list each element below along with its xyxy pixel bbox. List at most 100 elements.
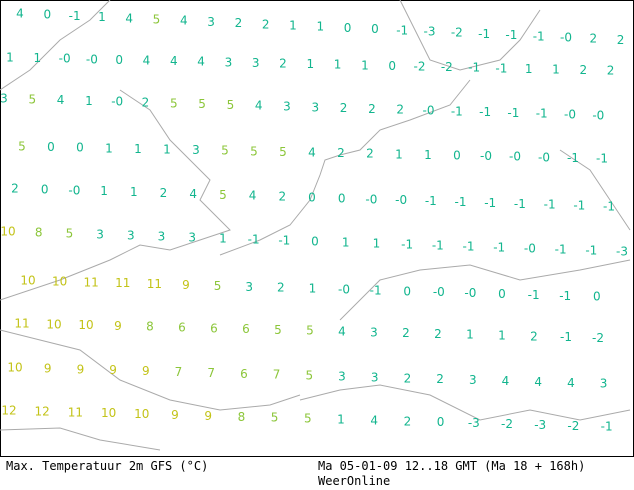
temperature-value: 5 xyxy=(170,96,178,110)
temperature-value: 1 xyxy=(130,185,138,199)
temperature-value: 5 xyxy=(306,324,314,338)
temperature-value: 5 xyxy=(305,369,313,383)
temperature-value: 4 xyxy=(249,189,257,203)
temperature-value: -3 xyxy=(424,25,436,39)
temperature-value: 1 xyxy=(134,142,142,156)
map-frame xyxy=(0,0,634,457)
temperature-value: -1 xyxy=(468,61,480,75)
temperature-value: 9 xyxy=(182,278,190,292)
temperature-value: 9 xyxy=(77,362,85,376)
temperature-value: -1 xyxy=(478,27,490,41)
temperature-value: -1 xyxy=(396,23,408,37)
temperature-value: -1 xyxy=(69,9,81,23)
temperature-value: -0 xyxy=(592,108,604,122)
temperature-value: -1 xyxy=(559,289,571,303)
temperature-value: 0 xyxy=(311,235,319,249)
temperature-value: 2 xyxy=(617,33,625,47)
temperature-value: -2 xyxy=(501,417,513,431)
temperature-value: 11 xyxy=(14,317,29,331)
temperature-value: -1 xyxy=(370,283,382,297)
temperature-value: 1 xyxy=(105,141,113,155)
temperature-value: 4 xyxy=(16,7,24,21)
temperature-value: 1 xyxy=(306,57,314,71)
temperature-value: 3 xyxy=(158,230,166,244)
temperature-value: 9 xyxy=(109,363,117,377)
temperature-value: 2 xyxy=(278,190,286,204)
temperature-value: 4 xyxy=(370,413,378,427)
temperature-value: 8 xyxy=(35,226,43,240)
coastlines xyxy=(0,0,631,451)
temperature-value: 10 xyxy=(101,406,116,420)
temperature-value: 5 xyxy=(250,144,258,158)
temperature-value: 4 xyxy=(308,146,316,160)
temperature-value: 7 xyxy=(273,368,281,382)
temperature-value: 3 xyxy=(127,229,135,243)
temperature-value: -1 xyxy=(567,151,579,165)
temperature-value: 1 xyxy=(85,94,93,108)
temperature-value: 1 xyxy=(98,10,106,24)
temperature-value: 2 xyxy=(436,372,444,386)
temperature-value: -0 xyxy=(564,108,576,122)
temperature-value: 2 xyxy=(277,281,285,295)
temperature-value: -0 xyxy=(68,183,80,197)
temperature-value: -1 xyxy=(544,198,556,212)
temperature-value: -0 xyxy=(480,149,492,163)
temperature-value: 6 xyxy=(240,367,248,381)
temperature-value: 7 xyxy=(207,366,215,380)
temperature-value: 2 xyxy=(262,17,270,31)
temperature-value: 12 xyxy=(35,404,50,418)
temperature-value: 6 xyxy=(210,321,218,335)
temperature-value: -0 xyxy=(395,193,407,207)
temperature-value: 1 xyxy=(309,282,317,296)
temperature-value: 0 xyxy=(498,287,506,301)
temperature-value: 11 xyxy=(84,275,99,289)
footer-time: Ma 05-01-09 12..18 GMT (Ma 18 + 168h) xyxy=(318,459,586,473)
temperature-value: 5 xyxy=(227,98,235,112)
temperature-value: -2 xyxy=(567,419,579,433)
temperature-value: 8 xyxy=(238,410,246,424)
temperature-value: -2 xyxy=(592,331,604,345)
temperature-value: 0 xyxy=(47,140,55,154)
temperature-value: 3 xyxy=(252,56,260,70)
temperature-value: 5 xyxy=(221,144,229,158)
temperature-value: 0 xyxy=(437,415,445,429)
temperature-value: -3 xyxy=(616,245,628,259)
temperature-value: 1 xyxy=(33,51,41,65)
temperature-value: 0 xyxy=(43,8,51,22)
temperature-value: 2 xyxy=(160,186,168,200)
temperature-value: -0 xyxy=(111,95,123,109)
temperature-value: -0 xyxy=(86,52,98,66)
temperature-value: 0 xyxy=(308,191,316,205)
temperature-value: -0 xyxy=(423,104,435,118)
temperature-value: -1 xyxy=(455,195,467,209)
temperature-value: 6 xyxy=(242,322,250,336)
temperature-value: -1 xyxy=(495,61,507,75)
temperature-value: 2 xyxy=(607,64,615,78)
temperature-value: 1 xyxy=(361,58,369,72)
temperature-value: 1 xyxy=(552,63,560,77)
temperature-value: 2 xyxy=(404,414,412,428)
temperature-value: -2 xyxy=(441,60,453,74)
temperature-value: -1 xyxy=(533,29,545,43)
temperature-value: 10 xyxy=(134,407,149,421)
temperature-value: 2 xyxy=(589,32,597,46)
temperature-value: 5 xyxy=(198,97,206,111)
temperature-value: 4 xyxy=(567,376,575,390)
temperature-value: 5 xyxy=(219,188,227,202)
temperature-value: 2 xyxy=(235,16,243,30)
temperature-value: -2 xyxy=(414,60,426,74)
temperature-value: 3 xyxy=(600,377,608,391)
temperature-value: 12 xyxy=(1,404,16,418)
temperature-value: -1 xyxy=(463,240,475,254)
temperature-value: 2 xyxy=(530,329,538,343)
temperature-values: 4 0 -1 1 4 5 4 3 2 2 1 1 0 0 -1 -3 -2 -1 -1 -1 -0 2 21 1 -0 -0 0 4 4… xyxy=(0,7,628,434)
temperature-value: 1 xyxy=(337,413,345,427)
temperature-value: 4 xyxy=(170,54,178,68)
temperature-value: 2 xyxy=(142,96,150,110)
temperature-value: 9 xyxy=(204,409,212,423)
temperature-value: 2 xyxy=(434,327,442,341)
temperature-value: -1 xyxy=(603,200,615,214)
temperature-value: 3 xyxy=(192,143,200,157)
temperature-value: 0 xyxy=(115,53,123,67)
temperature-value: 11 xyxy=(147,277,162,291)
